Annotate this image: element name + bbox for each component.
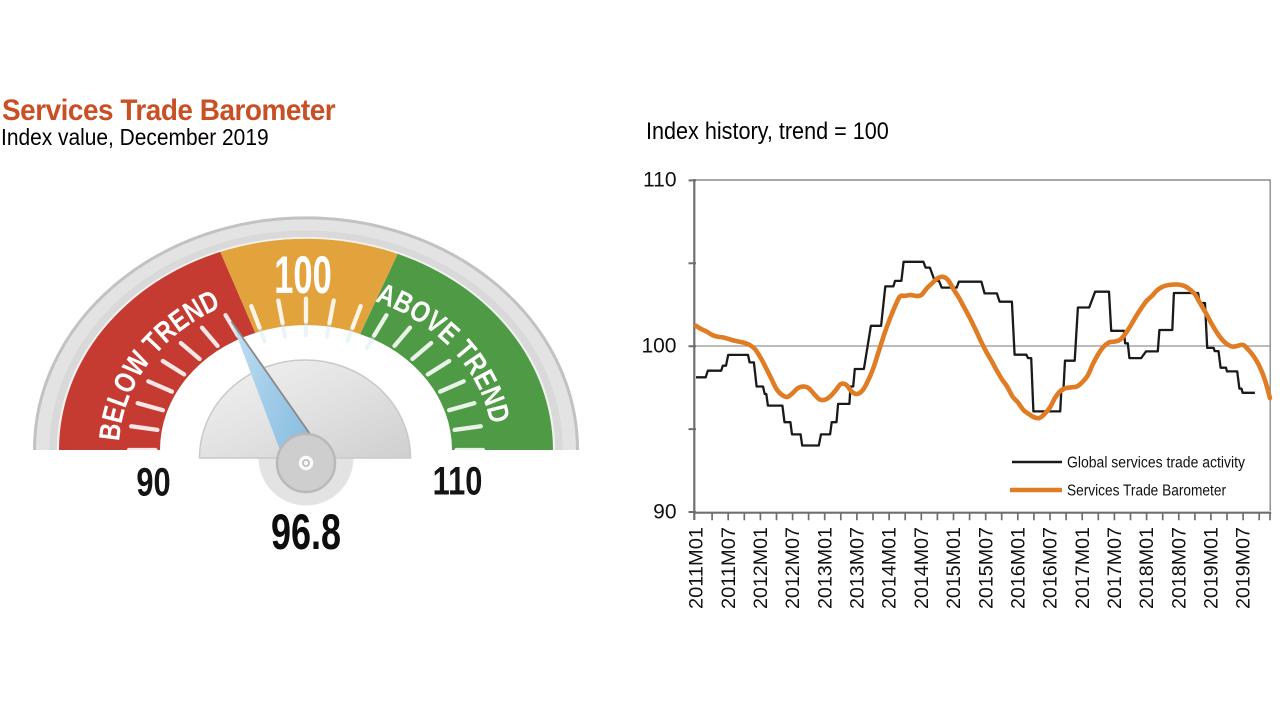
svg-text:2013M07: 2013M07 bbox=[847, 527, 869, 609]
svg-text:2011M01: 2011M01 bbox=[686, 527, 708, 609]
svg-text:2015M07: 2015M07 bbox=[975, 527, 997, 609]
svg-text:Global services trade activity: Global services trade activity bbox=[1067, 455, 1245, 472]
svg-text:96.8: 96.8 bbox=[271, 505, 341, 560]
svg-text:2017M01: 2017M01 bbox=[1072, 527, 1094, 609]
svg-text:2018M07: 2018M07 bbox=[1168, 527, 1190, 609]
svg-text:2012M07: 2012M07 bbox=[782, 527, 804, 609]
svg-text:2019M07: 2019M07 bbox=[1233, 527, 1255, 609]
svg-text:2012M01: 2012M01 bbox=[750, 527, 772, 609]
svg-text:2016M07: 2016M07 bbox=[1040, 527, 1062, 609]
svg-text:2014M07: 2014M07 bbox=[911, 527, 933, 609]
svg-text:110: 110 bbox=[433, 459, 483, 504]
svg-text:90: 90 bbox=[653, 501, 676, 524]
svg-text:2013M01: 2013M01 bbox=[814, 527, 836, 609]
svg-text:2011M07: 2011M07 bbox=[718, 527, 740, 609]
svg-text:110: 110 bbox=[643, 169, 676, 192]
svg-text:100: 100 bbox=[274, 247, 331, 305]
svg-text:2015M01: 2015M01 bbox=[943, 527, 965, 609]
svg-text:100: 100 bbox=[641, 335, 676, 358]
svg-text:90: 90 bbox=[136, 460, 170, 505]
svg-text:2017M07: 2017M07 bbox=[1104, 527, 1126, 609]
svg-text:2018M01: 2018M01 bbox=[1136, 527, 1158, 609]
svg-text:Services Trade Barometer: Services Trade Barometer bbox=[1067, 483, 1226, 500]
svg-text:2019M01: 2019M01 bbox=[1201, 527, 1223, 609]
svg-text:2014M01: 2014M01 bbox=[879, 527, 901, 609]
svg-text:2016M01: 2016M01 bbox=[1007, 527, 1029, 609]
